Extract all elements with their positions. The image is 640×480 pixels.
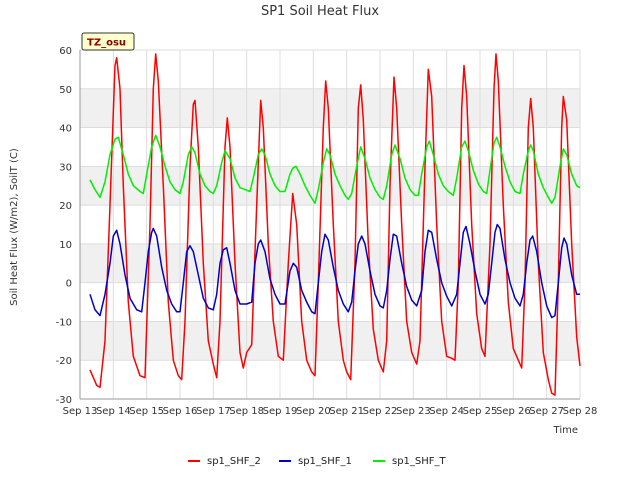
x-tick-label: Sep 19 (263, 406, 298, 417)
x-tick-label: Sep 20 (296, 406, 331, 417)
legend-item-sp1_SHF_1: sp1_SHF_1 (279, 456, 352, 467)
timezone-badge-box (81, 32, 135, 51)
chart-title: SP1 Soil Heat Flux (261, 4, 379, 19)
y-tick-label: -30 (56, 395, 72, 406)
x-tick-label: Sep 22 (363, 406, 398, 417)
y-tick-label: -10 (56, 317, 72, 328)
x-tick-label: Sep 28 (563, 406, 598, 417)
x-tick-label: Sep 27 (529, 406, 564, 417)
y-axis-title: Soil Heat Flux (W/m2), SoilT (C) (9, 148, 20, 306)
x-tick-label: Sep 23 (396, 406, 431, 417)
y-tick-label: 50 (59, 85, 72, 96)
y-tick-label: -20 (56, 356, 72, 367)
shaded-band (80, 166, 580, 206)
x-tick-label: Sep 17 (196, 406, 231, 417)
series-line-sp1_SHF_2 (89, 53, 581, 396)
legend-label: sp1_SHF_T (392, 456, 447, 467)
x-tick-label: Sep 16 (163, 406, 198, 417)
x-axis-title: Time (553, 425, 578, 436)
y-tick-label: 40 (59, 124, 72, 135)
shaded-band (80, 88, 580, 128)
y-tick-label: 60 (59, 46, 72, 57)
timezone-badge-label: TZ_osu (87, 38, 126, 49)
x-tick-label: Sep 25 (463, 406, 498, 417)
x-tick-label: Sep 14 (96, 406, 131, 417)
legend: sp1_SHF_2 sp1_SHF_1 sp1_SHF_T (188, 456, 447, 467)
series-lines (89, 53, 581, 396)
legend-label: sp1_SHF_2 (207, 456, 261, 467)
legend-item-sp1_SHF_2: sp1_SHF_2 (188, 456, 261, 467)
axes (79, 50, 580, 400)
y-tick-labels: -30 -20 -10 0 10 20 30 40 50 60 (56, 46, 72, 406)
x-tick-label: Sep 24 (429, 406, 464, 417)
legend-label: sp1_SHF_1 (298, 456, 352, 467)
y-tick-label: 10 (59, 240, 72, 251)
x-tick-label: Sep 18 (229, 406, 264, 417)
x-tick-label: Sep 21 (329, 406, 364, 417)
series-line-sp1_SHF_1 (89, 223, 580, 319)
y-tick-label: 0 (66, 279, 72, 290)
y-tick-label: 30 (59, 162, 72, 173)
legend-item-sp1_SHF_T: sp1_SHF_T (373, 456, 447, 467)
series-line-sp1_SHF_T (89, 134, 581, 204)
y-tick-label: 20 (59, 201, 72, 212)
x-tick-label: Sep 26 (496, 406, 531, 417)
x-tick-label: Sep 15 (129, 406, 164, 417)
x-tick-label: Sep 13 (63, 406, 98, 417)
timezone-badge: TZ_osu (81, 32, 135, 51)
shaded-band (80, 321, 580, 361)
